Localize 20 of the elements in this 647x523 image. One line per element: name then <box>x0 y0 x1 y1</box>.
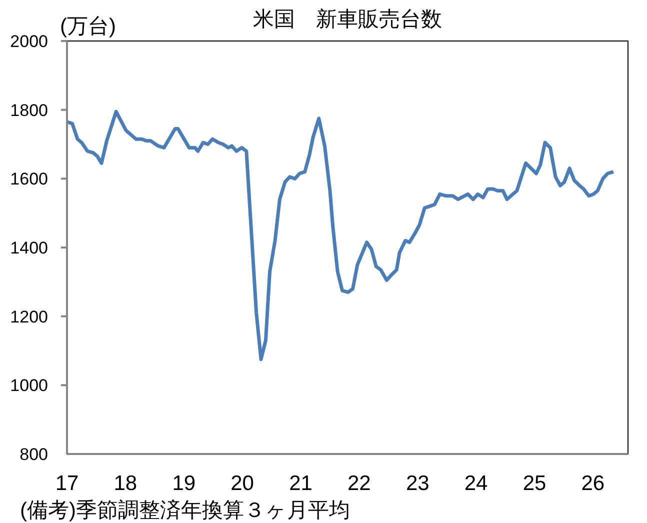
title: 米国 新車販売台数 <box>253 8 442 31</box>
x-tick-label: 17 <box>55 472 79 495</box>
note: (備考)季節調整済年換算３ヶ月平均 <box>20 499 350 522</box>
y-tick-label: 1200 <box>10 307 48 326</box>
y-tick-label: 1800 <box>10 100 48 120</box>
x-tick-label: 24 <box>464 472 488 495</box>
x-tick-label: 26 <box>581 472 605 495</box>
y-axis-title: (万台) <box>60 15 116 38</box>
y-tick-label: 2000 <box>10 32 48 51</box>
x-tick-label: 22 <box>348 472 371 495</box>
x-tick-label: 20 <box>230 472 254 495</box>
y-tick-label: 800 <box>20 445 48 464</box>
y-tick-label: 1600 <box>10 170 48 189</box>
x-tick-label: 19 <box>172 472 196 495</box>
x-tick-label: 25 <box>522 472 546 495</box>
x-tick-label: 18 <box>114 472 138 495</box>
x-tick-label: 21 <box>289 472 312 495</box>
y-tick-label: 1400 <box>10 238 48 258</box>
y-tick-label: 1000 <box>10 376 48 396</box>
x-tick-label: 23 <box>406 472 430 495</box>
